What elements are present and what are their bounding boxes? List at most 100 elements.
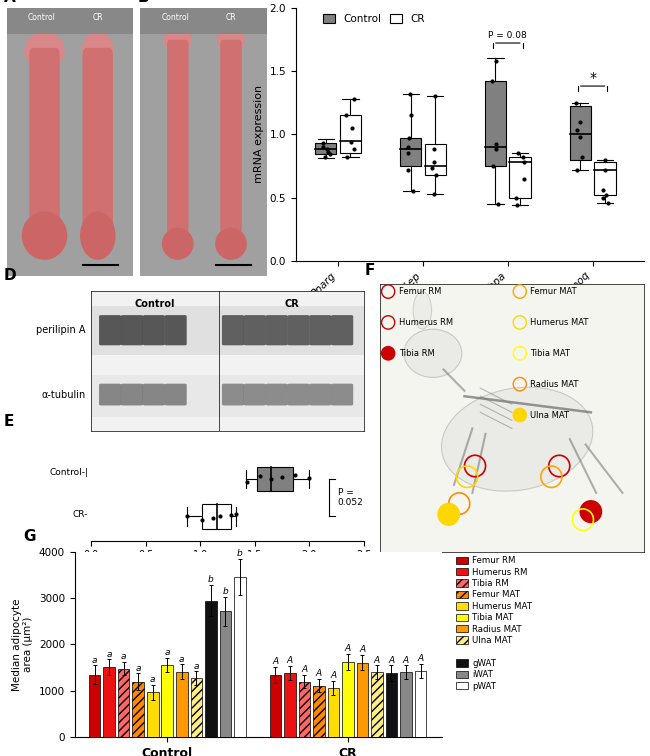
Text: Femur RM: Femur RM: [398, 287, 441, 296]
Point: [320, 151, 330, 163]
Text: Ulna MAT: Ulna MAT: [530, 411, 569, 420]
Text: A: A: [330, 671, 337, 680]
FancyBboxPatch shape: [222, 383, 244, 405]
Point: [304, 472, 315, 485]
Text: Control: Control: [135, 299, 176, 309]
FancyBboxPatch shape: [167, 40, 188, 233]
Point: [600, 163, 610, 175]
Bar: [510, 157, 530, 197]
Point: [493, 198, 503, 210]
Bar: [315, 143, 337, 154]
Point: [601, 189, 612, 201]
FancyBboxPatch shape: [244, 383, 266, 405]
Bar: [284, 673, 296, 737]
Bar: [385, 673, 397, 737]
Bar: [89, 674, 100, 737]
FancyBboxPatch shape: [287, 383, 309, 405]
Point: [572, 124, 582, 136]
Ellipse shape: [441, 387, 593, 491]
Bar: [485, 81, 506, 166]
FancyBboxPatch shape: [99, 383, 121, 405]
FancyBboxPatch shape: [143, 383, 165, 405]
Point: [575, 131, 585, 143]
FancyBboxPatch shape: [164, 383, 187, 405]
Text: A: A: [287, 656, 293, 665]
FancyBboxPatch shape: [220, 40, 242, 233]
FancyBboxPatch shape: [222, 315, 244, 345]
Text: A: A: [316, 670, 322, 678]
Point: [341, 151, 352, 163]
Point: [349, 93, 359, 105]
Text: a: a: [194, 662, 199, 671]
Text: a: a: [92, 655, 98, 665]
Point: [572, 163, 582, 175]
Text: a: a: [150, 675, 155, 684]
Ellipse shape: [404, 329, 462, 377]
Text: Control-|: Control-|: [49, 468, 88, 477]
Point: [408, 185, 419, 197]
Point: [214, 510, 225, 522]
Point: [428, 187, 439, 200]
Point: [429, 144, 439, 156]
Point: [242, 476, 252, 488]
Text: b: b: [208, 575, 214, 584]
Point: [290, 469, 300, 481]
FancyBboxPatch shape: [83, 48, 113, 231]
Point: [231, 508, 241, 520]
Legend: Femur RM, Humerus RM, Tibia RM, Femur MAT, Humerus MAT, Tibia MAT, Radius MAT, U: Femur RM, Humerus RM, Tibia RM, Femur MA…: [456, 556, 532, 691]
Text: A: A: [374, 655, 380, 665]
FancyBboxPatch shape: [121, 383, 143, 405]
Point: [519, 156, 529, 168]
Point: [517, 151, 528, 163]
Text: a: a: [179, 655, 185, 664]
Bar: [357, 662, 368, 737]
FancyBboxPatch shape: [121, 315, 143, 345]
Point: [405, 88, 415, 100]
Point: [324, 148, 335, 160]
Point: [277, 471, 287, 483]
FancyBboxPatch shape: [164, 315, 187, 345]
Circle shape: [580, 501, 601, 522]
Text: B: B: [137, 0, 149, 5]
Ellipse shape: [82, 32, 114, 70]
Bar: [234, 577, 246, 737]
Text: E: E: [4, 414, 14, 429]
Text: b: b: [237, 550, 242, 558]
Text: A: A: [359, 646, 365, 655]
Text: Control: Control: [161, 13, 189, 22]
Text: CR: CR: [92, 13, 103, 22]
Bar: [147, 692, 159, 737]
Bar: [257, 466, 293, 491]
Bar: [313, 686, 324, 737]
FancyBboxPatch shape: [143, 315, 165, 345]
Text: a: a: [164, 648, 170, 657]
Point: [571, 97, 582, 109]
Bar: [400, 138, 421, 166]
Point: [341, 109, 352, 121]
Point: [514, 147, 524, 160]
Point: [347, 122, 358, 134]
Circle shape: [382, 346, 395, 360]
FancyBboxPatch shape: [331, 383, 353, 405]
Point: [488, 160, 498, 172]
Text: A: A: [345, 644, 351, 653]
Text: CR: CR: [284, 299, 299, 309]
Point: [598, 184, 608, 196]
Point: [486, 75, 497, 87]
Point: [430, 90, 440, 102]
Point: [577, 151, 587, 163]
Bar: [190, 678, 202, 737]
Bar: [176, 672, 188, 737]
Bar: [6, 8, 133, 35]
Ellipse shape: [215, 228, 247, 260]
FancyBboxPatch shape: [309, 315, 332, 345]
Bar: [205, 600, 216, 737]
Point: [575, 116, 586, 128]
Y-axis label: mRNA expression: mRNA expression: [254, 85, 264, 183]
Point: [511, 191, 521, 203]
Text: CR-: CR-: [73, 510, 88, 519]
Legend: Control, CR: Control, CR: [318, 11, 429, 29]
Bar: [340, 115, 361, 153]
Text: Humerus RM: Humerus RM: [398, 318, 453, 327]
Ellipse shape: [80, 212, 116, 260]
